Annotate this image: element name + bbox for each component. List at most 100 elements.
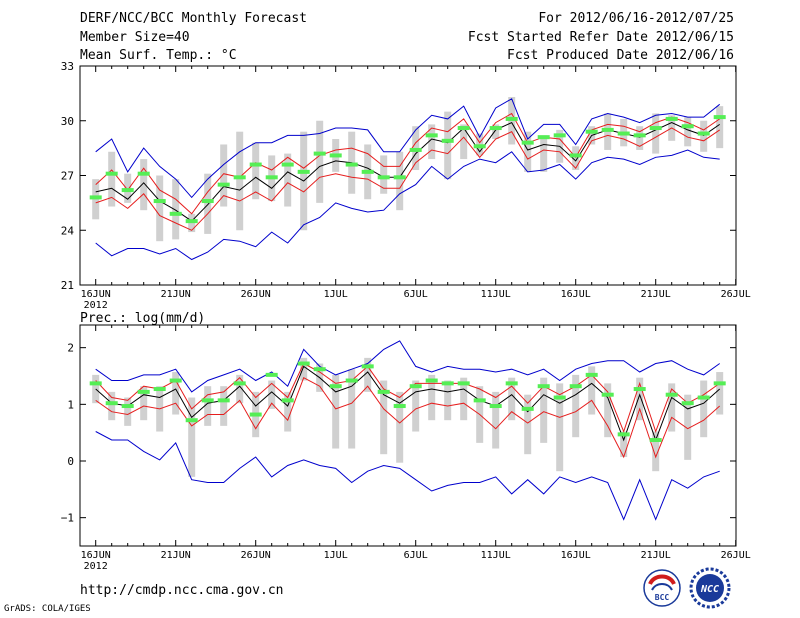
temp-range-bar [204,173,212,234]
temp-marker [633,133,646,138]
temp-marker [425,133,438,138]
prec-marker [169,378,182,383]
prec-range-bar [556,383,564,472]
prec-marker [393,404,406,409]
prec-marker [217,398,230,403]
temp-marker [377,175,390,180]
prec-marker [281,398,294,403]
temp-marker [601,127,614,132]
prec-marker [361,364,374,369]
logos: BCC NCC [643,567,731,609]
temp-marker [521,140,534,145]
temp-range-bar [108,151,116,207]
temp-x-tick-label: 26JUL [721,289,751,300]
prec-x-tick-label: 21JUL [641,550,671,561]
temp-marker [121,188,134,193]
temp-marker [233,175,246,180]
prec-range-bar [236,374,244,404]
temp-y-tick-label: 27 [61,170,74,183]
prec-y-tick-label: 1 [67,398,74,411]
temp-marker [489,126,502,131]
grads-credit: GrADS: COLA/IGES [4,604,91,614]
temp-y-tick-label: 24 [61,224,75,237]
temp-range-bar [428,124,436,160]
prec-y-tick-label: −1 [61,512,74,525]
prec-marker [505,381,518,386]
prec-marker [313,367,326,372]
temp-range-bar [396,151,404,211]
prec-range-bar [188,397,196,477]
prec-marker [153,387,166,392]
prec-marker [633,387,646,392]
prec-range-bar [684,394,692,460]
prec-range-bar [380,380,388,455]
prec-range-bar [332,374,340,449]
temp-range-bar [700,120,708,152]
temp-marker [649,126,662,131]
temp-max-line [95,98,721,199]
prec-x-tick-label: 16JUN [81,550,111,561]
prec-range-bar [124,397,132,426]
prec-range-bar [620,431,628,458]
temp-marker [681,124,694,129]
prec-marker [521,406,534,411]
temp-range-bar [220,144,228,207]
prec-range-bar [588,366,596,415]
temp-range-bar [172,179,180,240]
prec-range-bar [300,357,308,381]
temp-min-line [95,149,720,261]
prec-marker [137,389,150,394]
temp-marker [265,175,278,180]
temp-x-tick-label: 16JUL [561,289,591,300]
temp-marker [281,162,294,167]
temp-mean-line [95,121,720,222]
temp-range-bar [156,175,164,242]
prec-marker [185,418,198,423]
temp-range-bar [444,111,452,180]
prec-marker [697,395,710,400]
prec-y-tick-label: 2 [67,342,74,355]
temp-marker [409,147,422,152]
prec-marker [713,381,726,386]
temp-range-bar [684,117,692,147]
forecast-period-label: For 2012/06/16-2012/07/25 [538,11,734,26]
prec-x-tick-label: 11JUL [481,550,511,561]
prec-marker [681,401,694,406]
prec-marker [265,372,278,377]
temp-x-tick-label: 21JUL [641,289,671,300]
prec-min-line [95,431,720,521]
temp-marker [361,169,374,174]
prec-range-bar [636,377,644,421]
prec-range-bar [364,357,372,392]
temp-range-bar [572,146,580,171]
prec-marker [201,398,214,403]
prec-range-bar [220,386,228,426]
prec-marker [297,361,310,366]
prec-x-tick-label: 16JUL [561,550,591,561]
prec-x-tick-label: 6JUL [404,550,428,561]
temp-x-tick-label: 16JUN [81,289,111,300]
prec-upper-line [95,362,720,433]
prec-range-bar [172,372,180,415]
prec-range-bar [204,386,212,426]
prec-marker [105,401,118,406]
prec-marker [345,378,358,383]
prec-marker [329,384,342,389]
prec-range-bar [428,374,436,421]
prec-range-bar [460,377,468,421]
temp-range-bar [140,159,148,211]
prec-marker [537,384,550,389]
prec-range-bar [572,374,580,438]
temp-range-bar [492,124,500,139]
temp-marker [105,171,118,176]
prec-marker [89,381,102,386]
temp-range-bar [540,135,548,172]
prec-marker [553,395,566,400]
temp-marker [313,151,326,156]
temp-x-tick-label: 21JUN [161,289,191,300]
prec-range-bar [716,372,724,415]
temp-marker [345,162,358,167]
temp-y-tick-label: 30 [61,115,74,128]
prec-marker [601,392,614,397]
temp-marker [185,219,198,224]
